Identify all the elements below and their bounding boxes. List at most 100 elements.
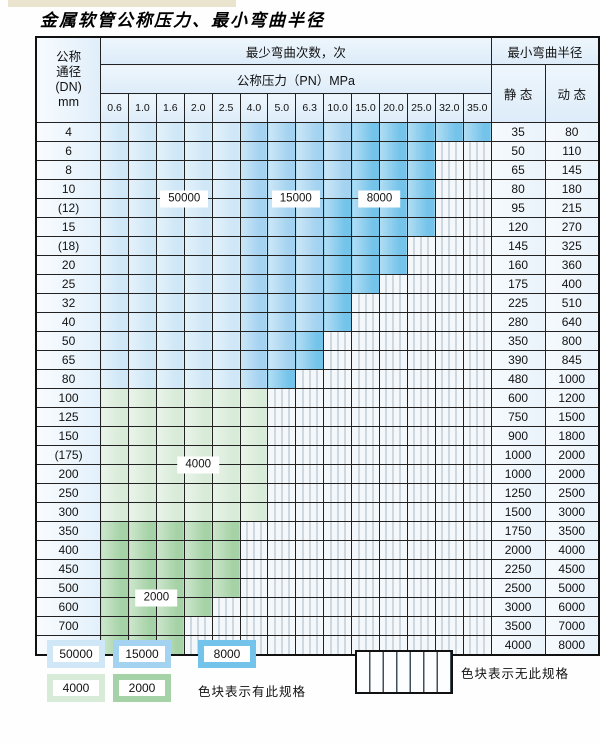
spec-cell <box>155 445 185 465</box>
spec-cell <box>155 331 185 351</box>
static-value-cell: 480 <box>490 369 546 389</box>
spec-cell <box>155 540 185 560</box>
spec-cell <box>128 312 157 332</box>
spec-cell <box>183 502 213 522</box>
dn-cell: 8 <box>35 160 102 180</box>
no-spec-cell <box>295 597 325 617</box>
no-spec-cell <box>378 369 408 389</box>
dynamic-value-cell: 325 <box>544 236 600 256</box>
spec-cell <box>239 426 269 446</box>
no-spec-cell <box>462 578 492 598</box>
spec-cell <box>100 217 130 237</box>
cycles-count-label: 8000 <box>358 190 401 207</box>
no-spec-cell <box>434 407 464 427</box>
dynamic-value-cell: 3000 <box>544 502 600 522</box>
bend-cycles-header: 最少弯曲次数，次 <box>100 36 492 65</box>
spec-cell <box>128 350 157 370</box>
spec-cell <box>211 559 241 579</box>
no-spec-cell <box>406 521 436 541</box>
no-spec-cell <box>378 578 408 598</box>
table-row: 32 225 510 <box>35 293 600 313</box>
static-column-header: 静 态 <box>490 64 546 123</box>
no-spec-cell <box>434 350 464 370</box>
spec-cell <box>211 369 241 389</box>
spec-cell <box>351 122 380 142</box>
spec-cell <box>100 521 130 541</box>
no-spec-cell <box>462 179 492 199</box>
table-row: 25 175 400 <box>35 274 600 294</box>
no-spec-cell <box>406 331 436 351</box>
spec-cell <box>406 122 436 142</box>
dynamic-value-cell: 1800 <box>544 426 600 446</box>
no-spec-cell <box>406 578 436 598</box>
no-spec-cell <box>378 521 408 541</box>
spec-cell <box>295 331 325 351</box>
dynamic-value-cell: 145 <box>544 160 600 180</box>
spec-cell <box>239 179 269 199</box>
spec-cell <box>100 559 130 579</box>
dynamic-value-cell: 110 <box>544 141 600 161</box>
no-spec-cell <box>323 635 353 656</box>
no-spec-cell <box>378 616 408 636</box>
legend-no-spec-text: 色块表示无此规格 <box>461 667 570 681</box>
no-spec-cell <box>406 483 436 503</box>
no-spec-cell <box>323 426 353 446</box>
no-spec-cell <box>351 559 380 579</box>
spec-cell <box>239 407 269 427</box>
no-spec-cell <box>351 578 380 598</box>
spec-cell <box>267 160 297 180</box>
spec-cell <box>211 426 241 446</box>
no-spec-cell <box>378 350 408 370</box>
spec-cell <box>128 122 157 142</box>
no-spec-cell <box>239 616 269 636</box>
spec-cell <box>211 255 241 275</box>
no-spec-cell <box>378 540 408 560</box>
table-row: 450 2250 4500 <box>35 559 600 579</box>
spec-cell <box>239 122 269 142</box>
cycles-count-label: 4000 <box>177 456 219 473</box>
spec-cell <box>239 483 269 503</box>
spec-cell <box>295 274 325 294</box>
dynamic-value-cell: 7000 <box>544 616 600 636</box>
static-value-cell: 3500 <box>490 616 546 636</box>
spec-cell <box>406 179 436 199</box>
spec-cell <box>100 293 130 313</box>
no-spec-cell <box>462 540 492 560</box>
legend-has-spec-text: 色块表示有此规格 <box>198 685 307 699</box>
spec-cell <box>128 521 157 541</box>
pressure-tick: 6.3 <box>295 93 325 123</box>
no-spec-cell <box>351 388 380 408</box>
static-value-cell: 50 <box>490 141 546 161</box>
static-value-cell: 350 <box>490 331 546 351</box>
spec-cell <box>183 236 213 256</box>
no-spec-cell <box>434 141 464 161</box>
spec-cell <box>211 331 241 351</box>
table-row: 40 280 640 <box>35 312 600 332</box>
no-spec-cell <box>323 521 353 541</box>
no-spec-cell <box>462 293 492 313</box>
no-spec-cell <box>351 426 380 446</box>
dynamic-value-cell: 3500 <box>544 521 600 541</box>
dn-header-line: mm <box>58 95 79 109</box>
static-value-cell: 160 <box>490 255 546 275</box>
no-spec-cell <box>462 388 492 408</box>
spec-cell <box>183 369 213 389</box>
no-spec-cell <box>406 597 436 617</box>
no-spec-cell <box>239 540 269 560</box>
spec-cell <box>239 331 269 351</box>
pressure-tick: 32.0 <box>434 93 464 123</box>
no-spec-cell <box>323 559 353 579</box>
static-value-cell: 2000 <box>490 540 546 560</box>
spec-cell <box>267 293 297 313</box>
no-spec-cell <box>351 521 380 541</box>
spec-cell <box>183 331 213 351</box>
spec-cell <box>211 502 241 522</box>
no-spec-cell <box>267 616 297 636</box>
spec-cell <box>183 540 213 560</box>
dn-header-line: (DN) <box>55 80 82 94</box>
dn-cell: 20 <box>35 255 102 275</box>
table-row: 20 160 360 <box>35 255 600 275</box>
spec-cell <box>295 293 325 313</box>
spec-cell <box>211 578 241 598</box>
spec-cell <box>267 141 297 161</box>
